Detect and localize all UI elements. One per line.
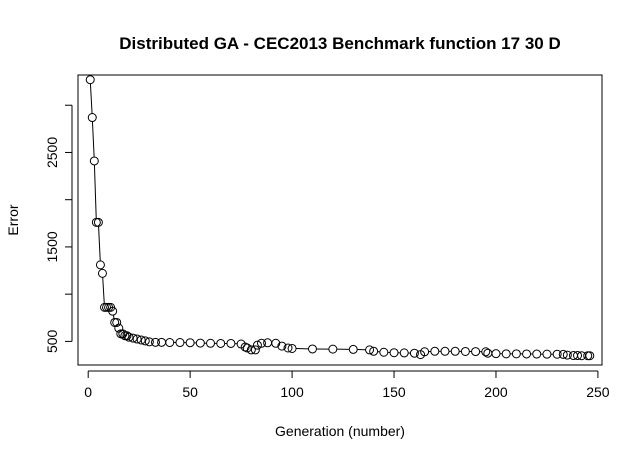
data-point (250, 345, 260, 355)
data-point (328, 344, 338, 354)
data-point (108, 306, 118, 316)
data-point (379, 347, 389, 357)
data-point (195, 338, 205, 348)
x-axis: 0 50 100 150 200 250 (84, 370, 610, 400)
data-point (246, 345, 256, 355)
data-point (283, 343, 293, 353)
data-point (287, 343, 297, 353)
data-point (501, 349, 511, 359)
data-point (206, 338, 216, 348)
data-point (263, 338, 273, 348)
data-point (157, 337, 167, 347)
data-point (175, 338, 185, 348)
plot-frame (77, 74, 603, 366)
data-point (271, 338, 281, 348)
data-point (585, 351, 595, 361)
y-tick-label: 500 (44, 329, 60, 353)
data-point (91, 217, 101, 227)
x-tick-label: 150 (382, 384, 406, 400)
y-axis: 500 1500 2500 (44, 104, 73, 353)
data-point (409, 348, 419, 358)
data-point (460, 346, 470, 356)
data-point (144, 337, 154, 347)
data-point (185, 338, 195, 348)
data-point (124, 332, 134, 342)
data-point (471, 347, 481, 357)
data-point (348, 344, 358, 354)
data-point (226, 338, 236, 348)
data-point (242, 343, 252, 353)
data-point (150, 337, 160, 347)
data-point (369, 346, 379, 356)
series-line-segment (93, 164, 97, 219)
series-group (85, 75, 595, 361)
data-point (93, 217, 103, 227)
data-point (277, 341, 287, 351)
data-point (481, 347, 491, 357)
data-point (252, 340, 262, 350)
series-line-segment (91, 121, 95, 157)
data-point (132, 334, 142, 344)
data-point (399, 348, 409, 358)
data-point (430, 346, 440, 356)
data-point (307, 344, 317, 354)
data-point (97, 268, 107, 278)
data-point (240, 342, 250, 352)
x-tick-label: 0 (84, 384, 92, 400)
data-point (558, 349, 568, 359)
series-line-segment (89, 83, 93, 114)
data-point (85, 75, 95, 85)
data-point (257, 338, 267, 348)
data-point (112, 317, 122, 327)
y-axis-label: Error (5, 204, 21, 235)
data-point (89, 156, 99, 166)
data-point (491, 349, 501, 359)
chart-title: Distributed GA - CEC2013 Benchmark funct… (119, 34, 560, 53)
data-point (87, 113, 97, 123)
data-point (122, 331, 132, 341)
data-point (552, 349, 562, 359)
y-tick-label: 1500 (44, 231, 60, 262)
data-point (110, 317, 120, 327)
data-point (216, 338, 226, 348)
data-point (420, 347, 430, 357)
data-point (542, 349, 552, 359)
series-line-segment (98, 226, 101, 261)
data-point (140, 336, 150, 346)
x-tick-label: 250 (586, 384, 610, 400)
data-point (389, 348, 399, 358)
series-line-segment (102, 277, 105, 304)
x-tick-label: 100 (280, 384, 304, 400)
data-point (128, 333, 138, 343)
series-line-segment (112, 315, 115, 319)
data-point (440, 346, 450, 356)
data-point (562, 350, 572, 360)
y-tick-label: 2500 (44, 137, 60, 168)
data-point (483, 348, 493, 358)
data-point (95, 260, 105, 270)
x-tick-label: 200 (484, 384, 508, 400)
data-point (511, 349, 521, 359)
data-point (165, 338, 175, 348)
data-point (450, 346, 460, 356)
x-axis-label: Generation (number) (275, 423, 405, 439)
data-point (136, 335, 146, 345)
data-point (522, 349, 532, 359)
data-point (532, 349, 542, 359)
data-point (583, 351, 593, 361)
data-point (573, 351, 583, 361)
data-point (365, 345, 375, 355)
x-tick-label: 50 (182, 384, 198, 400)
